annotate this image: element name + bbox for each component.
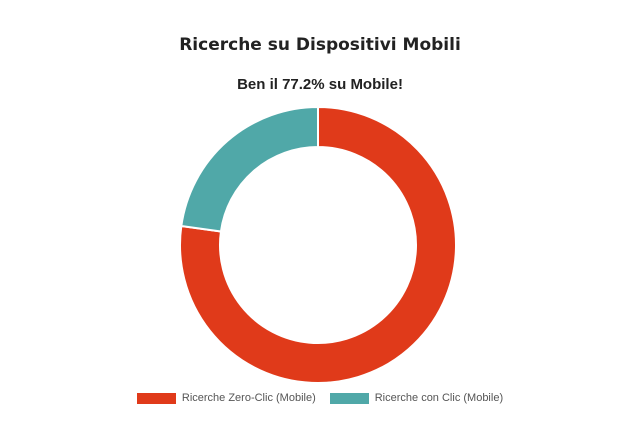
donut-slice-1[interactable] xyxy=(180,105,319,233)
legend-swatch-zero-click xyxy=(136,392,176,404)
chart-legend: Ricerche Zero-Clic (Mobile) Ricerche con… xyxy=(0,392,640,404)
legend-item-with-click[interactable]: Ricerche con Clic (Mobile) xyxy=(329,392,504,404)
legend-label-zero-click: Ricerche Zero-Clic (Mobile) xyxy=(181,392,316,404)
donut-slice-0[interactable] xyxy=(179,105,457,384)
chart-title: Ricerche su Dispositivi Mobili xyxy=(179,35,461,55)
legend-swatch-with-click xyxy=(329,392,369,404)
legend-label-with-click: Ricerche con Clic (Mobile) xyxy=(374,392,504,404)
legend-item-zero-click[interactable]: Ricerche Zero-Clic (Mobile) xyxy=(136,392,316,404)
chart-subtitle: Ben il 77.2% su Mobile! xyxy=(237,76,403,93)
